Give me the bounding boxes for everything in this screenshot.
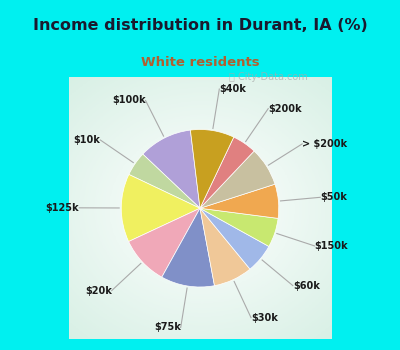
- Wedge shape: [200, 151, 275, 208]
- Wedge shape: [190, 130, 234, 208]
- Text: Income distribution in Durant, IA (%): Income distribution in Durant, IA (%): [33, 18, 367, 33]
- Wedge shape: [200, 208, 269, 269]
- Wedge shape: [200, 137, 254, 208]
- Wedge shape: [200, 208, 250, 286]
- Text: $50k: $50k: [320, 192, 347, 202]
- Wedge shape: [129, 154, 200, 208]
- Text: White residents: White residents: [141, 56, 259, 69]
- Text: $75k: $75k: [154, 322, 181, 332]
- Text: $10k: $10k: [74, 135, 100, 145]
- Wedge shape: [121, 174, 200, 242]
- Wedge shape: [162, 208, 214, 287]
- Text: $200k: $200k: [268, 104, 302, 114]
- Text: $40k: $40k: [219, 84, 246, 94]
- Text: $20k: $20k: [85, 286, 112, 296]
- Text: $60k: $60k: [293, 281, 320, 290]
- Text: > $200k: > $200k: [302, 139, 347, 149]
- Text: $125k: $125k: [46, 203, 79, 213]
- Text: $100k: $100k: [112, 96, 146, 105]
- Wedge shape: [200, 184, 279, 218]
- Wedge shape: [200, 208, 278, 246]
- Text: ⓘ City-Data.com: ⓘ City-Data.com: [229, 72, 308, 82]
- Wedge shape: [143, 130, 200, 208]
- Wedge shape: [129, 208, 200, 277]
- Text: $150k: $150k: [315, 241, 348, 251]
- Text: $30k: $30k: [251, 313, 278, 323]
